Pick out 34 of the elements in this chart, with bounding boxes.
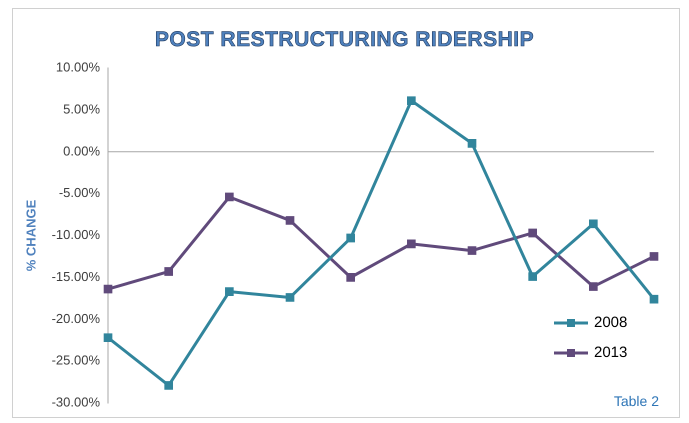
point	[407, 240, 416, 248]
point	[528, 228, 537, 238]
point	[164, 267, 174, 276]
y-axis-title: % CHANGE	[23, 199, 38, 272]
point	[528, 272, 537, 281]
y-tick-label: 5.00%	[63, 101, 100, 116]
point	[650, 294, 658, 304]
point	[407, 96, 416, 105]
point	[650, 252, 658, 261]
y-tick-label: -20.00%	[52, 310, 100, 326]
point	[225, 192, 234, 202]
y-tick-label: -25.00%	[52, 352, 100, 368]
y-tick-label: -30.00%	[52, 394, 100, 410]
point	[468, 246, 476, 255]
y-tick-label: 0.00%	[63, 143, 100, 158]
point	[589, 282, 598, 291]
point	[346, 234, 356, 242]
point	[589, 219, 598, 228]
annotation: Table 2	[614, 393, 659, 409]
point	[346, 273, 356, 282]
point	[468, 139, 476, 148]
chart-title: POST RESTRUCTURING RIDERSHIP	[154, 28, 536, 52]
legend-label: 2008	[594, 314, 628, 332]
legend-label: 2013	[594, 344, 628, 362]
y-tick-label: -5.00%	[58, 185, 100, 200]
y-tick-label: -15.00%	[52, 268, 100, 284]
y-tick-label: 10.00%	[56, 60, 100, 75]
point	[104, 333, 112, 342]
point	[164, 381, 174, 390]
point	[225, 287, 234, 296]
point	[286, 293, 294, 302]
point	[286, 216, 294, 225]
y-tick-label: -10.00%	[52, 227, 100, 242]
point	[104, 284, 112, 294]
